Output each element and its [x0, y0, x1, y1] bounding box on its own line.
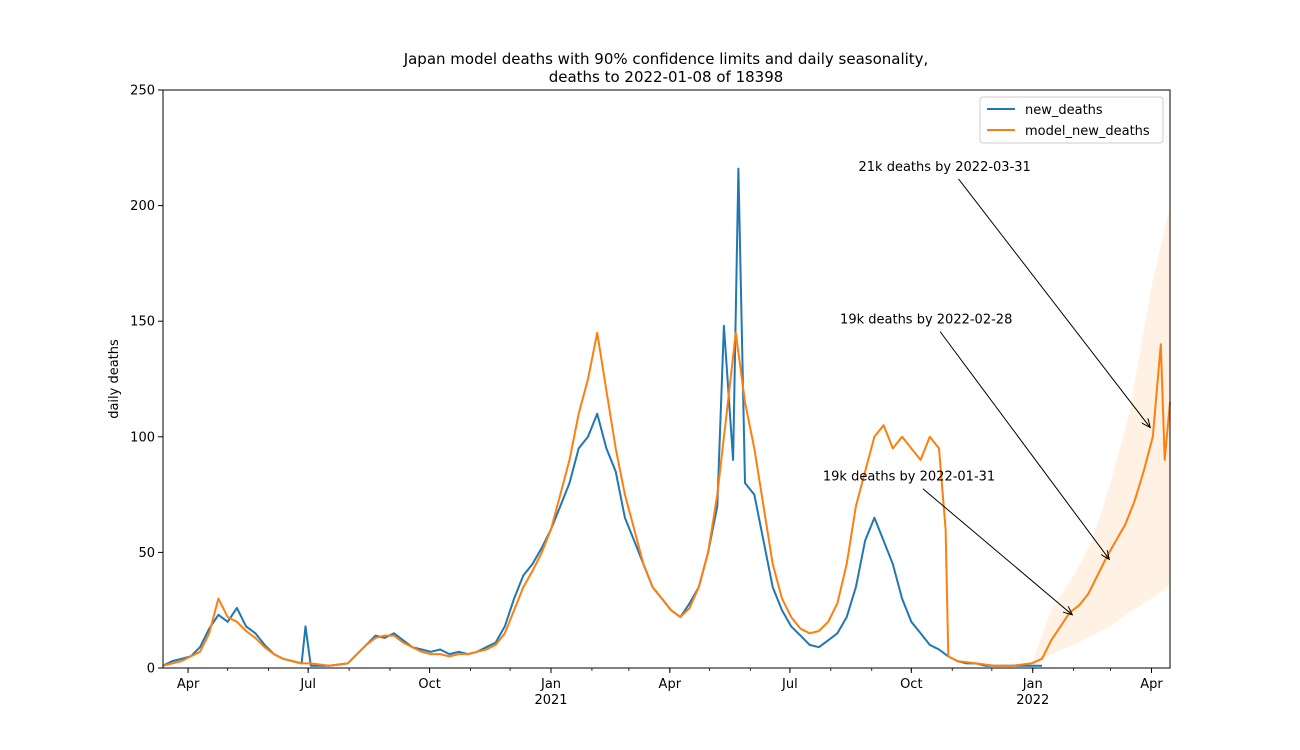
x-tick-label: Apr [1140, 677, 1163, 692]
annotation-arrow [922, 488, 1072, 615]
annotations: 21k deaths by 2022-03-31 19k deaths by 20… [823, 160, 1150, 615]
y-axis-label: daily deaths [107, 339, 122, 419]
series-line-model-new-deaths [162, 331, 1171, 667]
x-tick-year-label: 2021 [534, 693, 567, 708]
y-tick-label: 100 [130, 430, 155, 445]
x-tick-label: Jan [540, 677, 561, 692]
y-tick-label: 50 [138, 546, 155, 561]
annotation-text: 21k deaths by 2022-03-31 [859, 160, 1031, 175]
confidence-band [1032, 205, 1170, 666]
x-tick-label: Apr [659, 677, 682, 692]
legend-label-new-deaths: new_deaths [1025, 103, 1103, 118]
annotation-text: 19k deaths by 2022-02-28 [840, 313, 1012, 328]
y-tick-label: 150 [130, 315, 155, 330]
plot-area [162, 89, 1171, 669]
annotation-arrow [958, 178, 1151, 428]
y-tick-label: 200 [130, 199, 155, 214]
x-tick-label: Jul [781, 677, 798, 692]
series-layer [162, 167, 1171, 667]
chart-subtitle: deaths to 2022-01-08 of 18398 [549, 68, 784, 86]
legend-box [979, 96, 1164, 144]
chart-title: Japan model deaths with 90% confidence l… [403, 50, 929, 68]
x-tick-label: Apr [177, 677, 200, 692]
annotation-text: 19k deaths by 2022-01-31 [823, 470, 995, 485]
x-tick-label: Oct [418, 677, 440, 692]
legend-label-model-new-deaths: model_new_deaths [1025, 124, 1150, 139]
annotation-arrow [939, 331, 1109, 560]
y-tick-label: 250 [130, 84, 155, 99]
x-tick-label: Oct [900, 677, 922, 692]
y-tick-label: 0 [147, 662, 155, 677]
legend: new_deaths model_new_deaths [979, 96, 1164, 144]
x-tick-label: Jan [1022, 677, 1043, 692]
series-line-new-deaths [162, 167, 1042, 667]
x-tick-label: Jul [299, 677, 316, 692]
confidence-band-layer [1032, 205, 1170, 666]
x-tick-year-label: 2022 [1016, 693, 1049, 708]
y-axis: 0 50 100 150 200 250 [130, 84, 163, 677]
